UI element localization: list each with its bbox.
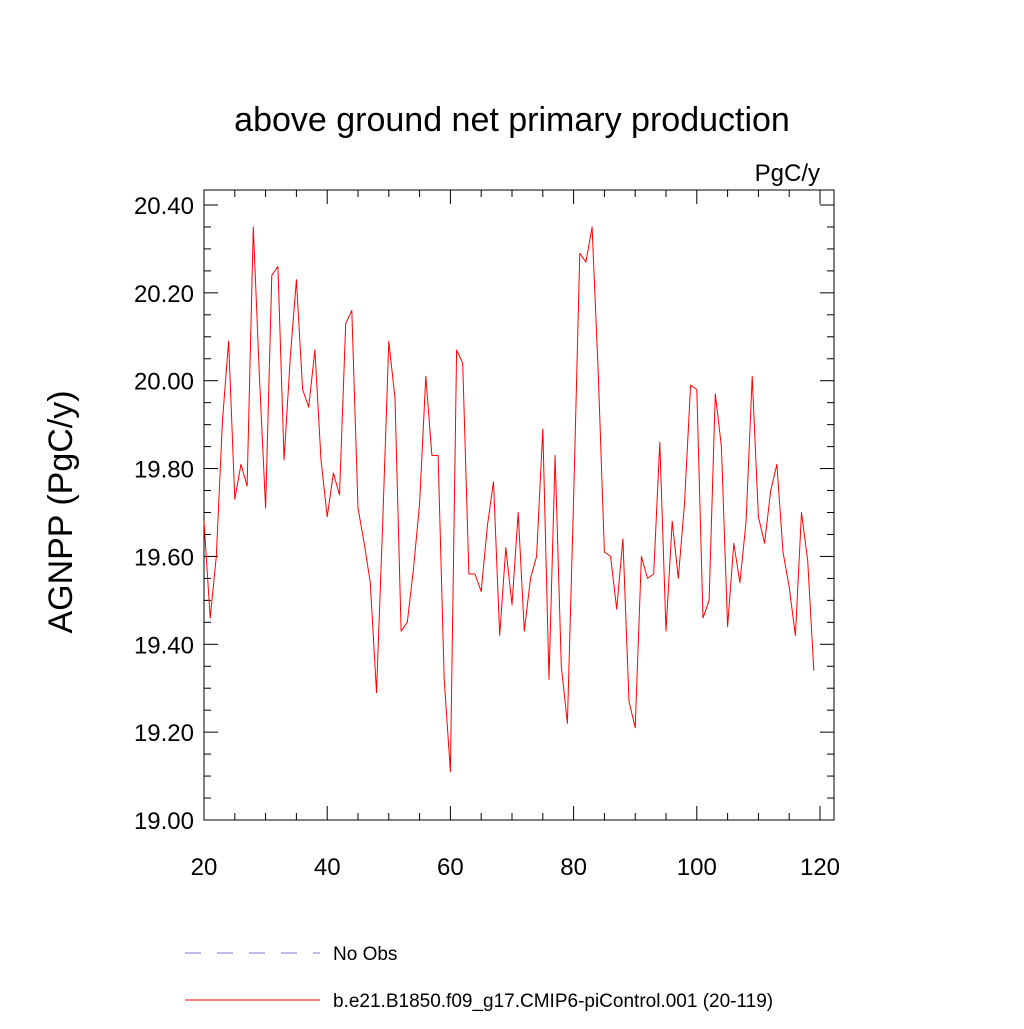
x-tick-label: 120	[800, 854, 840, 881]
plot-frame	[203, 189, 835, 821]
y-tick-label: 20.20	[134, 281, 194, 308]
x-tick-label: 40	[314, 854, 341, 881]
y-tick-label: 19.00	[134, 808, 194, 835]
y-tick-label: 19.60	[134, 544, 194, 571]
units-label: PgC/y	[755, 160, 820, 187]
y-tick-label: 20.00	[134, 369, 194, 396]
x-tick-label: 100	[677, 854, 717, 881]
y-tick-label: 20.40	[134, 193, 194, 220]
y-tick-label: 19.80	[134, 457, 194, 484]
legend: No Obs b.e21.B1850.f09_g17.CMIP6-piContro…	[185, 944, 773, 1012]
y-tick-label: 19.40	[134, 632, 194, 659]
legend-label: No Obs	[333, 944, 397, 965]
axes: 19.00 19.20 19.40 19.60 19.80 20.00 20.20 20.40…	[134, 189, 840, 881]
x-tick-label: 60	[437, 854, 464, 881]
y-tick-label: 19.20	[134, 720, 194, 747]
x-tick-label: 20	[191, 854, 218, 881]
series-group	[203, 226, 815, 773]
legend-label: b.e21.B1850.f09_g17.CMIP6-piControl.001 …	[333, 991, 773, 1012]
chart-title: above ground net primary production	[234, 101, 790, 139]
x-tick-label: 80	[560, 854, 587, 881]
y-axis-label: AGNPP (PgC/y)	[42, 390, 80, 633]
series-line	[203, 226, 815, 773]
